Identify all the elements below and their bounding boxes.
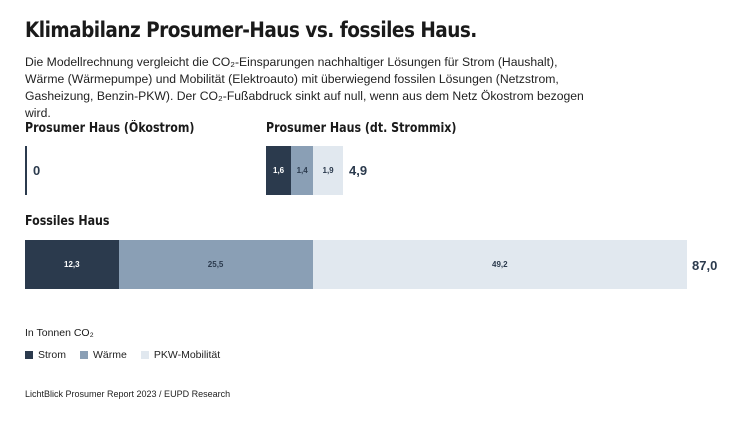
- unit-label: In Tonnen CO₂: [25, 327, 94, 339]
- legend-swatch: [140, 351, 149, 359]
- source: LichtBlick Prosumer Report 2023 / EUPD R…: [25, 389, 231, 399]
- bar-pkw-mobilität: 49,2: [312, 240, 687, 289]
- legend-swatch: [80, 351, 89, 359]
- total-oekostrom: 0: [33, 163, 41, 178]
- total-fossil: 87,0: [692, 258, 718, 273]
- bar-strom: 12,3: [25, 240, 119, 289]
- legend-label: PKW-Mobilität: [153, 349, 221, 361]
- legend-item-pkw: PKW-Mobilität: [140, 349, 221, 361]
- chart-title-fossil: Fossiles Haus: [25, 214, 110, 229]
- total-strommix: 4,9: [349, 163, 368, 178]
- zero-bar: [25, 146, 27, 195]
- bar-strom: 1,6: [266, 146, 292, 195]
- bar-wärme: 25,5: [118, 240, 313, 289]
- legend-swatch: [25, 351, 33, 359]
- legend-label: Wärme: [93, 349, 127, 361]
- legend: Strom Wärme PKW-Mobilität: [25, 349, 220, 361]
- subtitle: Die Modellrechnung vergleicht die CO₂-Ei…: [25, 55, 584, 120]
- legend-item-waerme: Wärme: [80, 349, 127, 361]
- legend-label: Strom: [38, 349, 67, 361]
- bar-wärme: 1,4: [291, 146, 314, 195]
- legend-item-strom: Strom: [25, 349, 66, 361]
- chart-title-oekostrom: Prosumer Haus (Ökostrom): [25, 121, 195, 136]
- bar-pkw-mobilität: 1,9: [313, 146, 343, 195]
- page-title: Klimabilanz Prosumer-Haus vs. fossiles H…: [25, 18, 477, 42]
- chart-title-strommix: Prosumer Haus (dt. Strommix): [266, 121, 457, 136]
